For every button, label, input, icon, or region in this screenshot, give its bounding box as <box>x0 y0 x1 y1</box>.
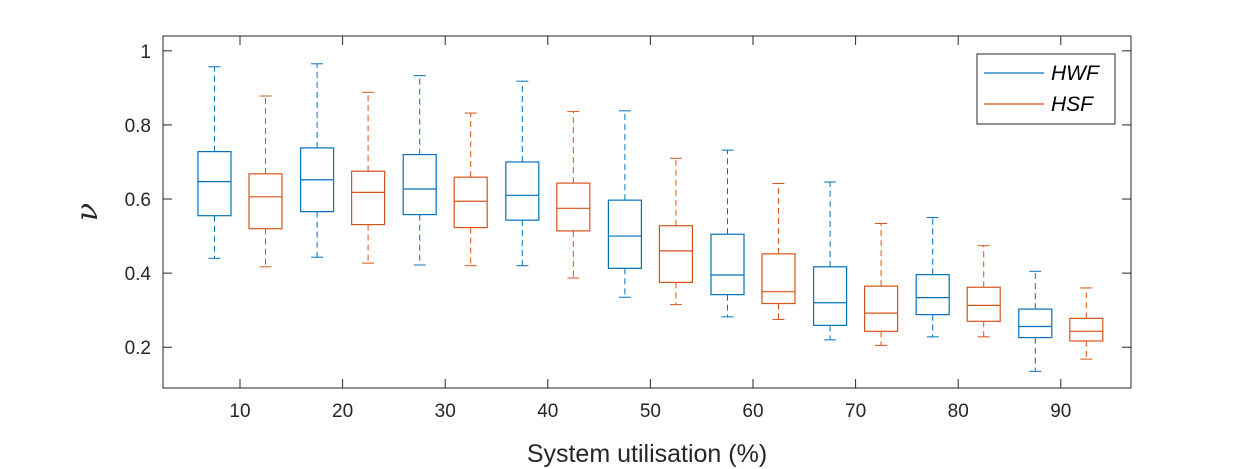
box-hwf <box>505 80 540 267</box>
iqr-box <box>505 161 540 221</box>
iqr-box <box>402 153 437 216</box>
box-hwf <box>402 75 437 266</box>
y-axis: 0.2 0.4 0.6 0.8 1 <box>125 42 1131 359</box>
y-tick-label: 1 <box>140 42 151 63</box>
iqr-box <box>1018 308 1053 339</box>
x-tick-label: 20 <box>332 401 353 422</box>
y-tick-label: 0.4 <box>125 264 152 285</box>
x-tick-label: 10 <box>229 401 250 422</box>
x-tick-label: 40 <box>537 401 558 422</box>
iqr-box <box>556 182 591 232</box>
box-hwf <box>1018 270 1053 372</box>
iqr-box <box>453 176 488 229</box>
box-hwf <box>915 217 950 338</box>
x-tick-label: 60 <box>742 401 763 422</box>
iqr-box <box>607 199 643 269</box>
iqr-box <box>863 285 899 332</box>
box-hwf <box>812 181 848 341</box>
iqr-box <box>915 274 950 316</box>
box-hwf <box>300 63 335 258</box>
legend: HWF HSF <box>976 53 1116 125</box>
x-tick-label: 30 <box>435 401 456 422</box>
box-hsf <box>658 157 694 306</box>
box-hsf <box>966 245 1001 338</box>
iqr-box <box>761 253 796 305</box>
iqr-box <box>658 225 694 283</box>
x-axis: 10 20 30 40 50 60 70 80 90 <box>229 36 1071 422</box>
box-hsf <box>761 182 796 320</box>
x-tick-label: 70 <box>845 401 866 422</box>
box-hsf <box>556 111 591 279</box>
iqr-box <box>248 173 283 230</box>
y-axis-label: ν <box>70 203 105 221</box>
box-hsf <box>1069 287 1104 360</box>
box-hsf <box>351 91 386 264</box>
legend-label-hsf: HSF <box>1051 93 1094 116</box>
x-tick-label: 90 <box>1050 401 1071 422</box>
legend-box <box>976 53 1116 125</box>
iqr-box <box>812 266 848 326</box>
legend-label-hwf: HWF <box>1051 62 1100 85</box>
x-axis-label: System utilisation (%) <box>527 440 767 468</box>
box-hsf <box>863 222 899 346</box>
box-series <box>197 63 1104 372</box>
iqr-box <box>197 151 232 217</box>
box-hwf <box>710 149 745 318</box>
box-hsf <box>453 112 488 267</box>
iqr-box <box>1069 317 1104 342</box>
iqr-box <box>710 233 745 296</box>
y-tick-label: 0.2 <box>125 338 151 359</box>
box-hwf <box>197 66 232 259</box>
x-tick-label: 80 <box>948 401 969 422</box>
box-hsf <box>248 95 283 268</box>
box-hwf <box>607 110 643 298</box>
iqr-box <box>351 170 386 226</box>
y-tick-label: 0.6 <box>125 190 151 211</box>
x-tick-label: 50 <box>640 401 661 422</box>
y-tick-label: 0.8 <box>125 116 151 137</box>
iqr-box <box>966 286 1001 322</box>
